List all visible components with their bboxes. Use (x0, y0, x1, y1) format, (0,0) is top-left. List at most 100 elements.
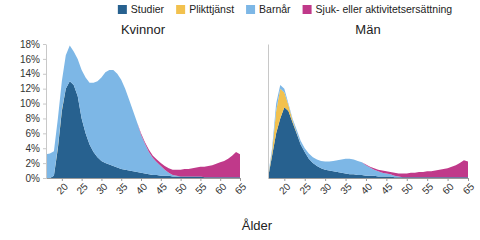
area-series (268, 85, 468, 177)
legend-swatch (246, 5, 255, 14)
x-tick: 55 (193, 178, 209, 196)
tick-label: 30 (94, 181, 110, 197)
area-series (46, 45, 240, 177)
legend: Studier Plikttjänst Barnår Sjuk- eller akti… (118, 3, 452, 15)
tick-mark (43, 89, 46, 90)
tick-mark (43, 44, 46, 45)
x-tick: 30 (318, 178, 334, 196)
axis-line (47, 178, 241, 179)
axis-line (269, 178, 469, 179)
tick-label: 0% (26, 173, 41, 184)
tick-label: 35 (338, 181, 354, 197)
tick-label: 30 (318, 181, 334, 197)
tick-label: 45 (153, 181, 169, 197)
x-tick: 50 (399, 178, 415, 196)
y-axis (268, 45, 269, 179)
y-tick: 12% (20, 83, 46, 94)
chart-container: 202530354045505560650%2%4%6%8%10%12%14%1… (0, 0, 480, 240)
tick-mark (43, 59, 46, 60)
y-tick: 16% (20, 54, 46, 65)
panel-title: Kvinnor (121, 22, 166, 37)
y-tick: 4% (26, 143, 46, 154)
panel-title: Män (355, 22, 380, 37)
legend-label: Barnår (259, 3, 291, 15)
x-tick: 20 (54, 178, 70, 196)
area-series (268, 85, 468, 178)
tick-label: 8% (26, 113, 41, 124)
y-tick: 14% (20, 68, 46, 79)
x-tick: 45 (379, 178, 395, 196)
legend-swatch (303, 5, 312, 14)
plot-area (46, 45, 240, 178)
x-tick: 30 (94, 178, 110, 196)
tick-label: 50 (399, 181, 415, 197)
tick-mark (43, 133, 46, 134)
x-tick: 55 (420, 178, 436, 196)
tick-mark (43, 148, 46, 149)
tick-label: 40 (134, 181, 150, 197)
legend-item: Sjuk- eller aktivitetsersättning (303, 3, 453, 15)
axis-title: Ålder (242, 218, 273, 233)
tick-label: 4% (26, 143, 41, 154)
tick-label: 55 (420, 181, 436, 197)
tick-mark (43, 163, 46, 164)
x-axis: 2025 3035 404550 5560 65 (269, 178, 477, 196)
tick-label: 20 (277, 181, 293, 197)
y-tick: 8% (26, 113, 46, 124)
legend-item: Barnår (246, 3, 291, 15)
x-tick: 40 (134, 178, 150, 196)
x-tick: 60 (213, 178, 229, 196)
tick-label: 18% (20, 39, 40, 50)
tick-label: 2% (26, 158, 41, 169)
y-tick: 2% (26, 158, 46, 169)
x-tick: 65 (233, 178, 249, 196)
tick-label: 20 (54, 181, 70, 197)
tick-label: 55 (193, 181, 209, 197)
y-tick: 0% (26, 173, 46, 184)
tick-label: 14% (20, 68, 40, 79)
axis-line (268, 45, 269, 179)
x-tick: 35 (114, 178, 130, 196)
x-tick: 25 (297, 178, 313, 196)
x-tick: 25 (74, 178, 90, 196)
legend-swatch (118, 5, 127, 14)
tick-label: 45 (379, 181, 395, 197)
y-tick: 10% (20, 98, 46, 109)
plot-area (268, 85, 468, 178)
tick-mark (43, 104, 46, 105)
tick-label: 60 (440, 181, 456, 197)
legend-label: Plikttjänst (189, 3, 234, 15)
x-tick: 50 (173, 178, 189, 196)
y-tick: 18% (20, 39, 46, 50)
tick-label: 12% (20, 83, 40, 94)
x-tick: 20 (277, 178, 293, 196)
tick-label: 16% (20, 54, 40, 65)
tick-label: 40 (359, 181, 375, 197)
y-axis: 0% 2% 4% 6% 8% 10% 12% 14% 16% 18% (20, 39, 47, 184)
tick-label: 25 (297, 181, 313, 197)
area-series (46, 45, 240, 178)
tick-label: 65 (461, 181, 477, 197)
legend-label: Studier (131, 3, 165, 15)
tick-label: 25 (74, 181, 90, 197)
legend-label: Sjuk- eller aktivitetsersättning (316, 3, 453, 15)
x-tick: 40 (359, 178, 375, 196)
legend-item: Studier (118, 3, 165, 15)
tick-label: 6% (26, 128, 41, 139)
y-tick: 6% (26, 128, 46, 139)
tick-label: 10% (20, 98, 40, 109)
x-tick: 35 (338, 178, 354, 196)
legend-item: Plikttjänst (176, 3, 234, 15)
legend-swatch (176, 5, 185, 14)
axis-line (46, 45, 47, 179)
tick-mark (43, 178, 46, 179)
tick-mark (43, 118, 46, 119)
tick-label: 50 (173, 181, 189, 197)
tick-label: 65 (233, 181, 249, 197)
tick-mark (43, 74, 46, 75)
tick-label: 35 (114, 181, 130, 197)
tick-label: 60 (213, 181, 229, 197)
x-tick: 60 (440, 178, 456, 196)
x-axis: 20253035404550556065 (47, 178, 249, 196)
area-series (268, 89, 468, 178)
